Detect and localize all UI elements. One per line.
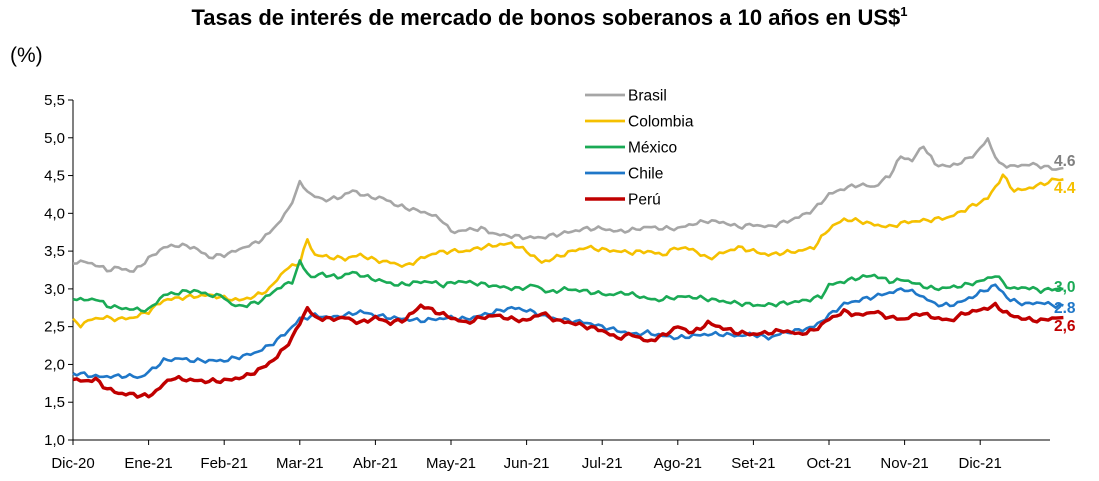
legend-label-peru: Perú [628,192,661,209]
x-tick-label: Ene-21 [124,455,172,472]
y-tick-label: 5,5 [44,92,65,109]
x-tick-label: Set-21 [731,455,775,472]
x-tick-label: Dic-21 [959,455,1002,472]
y-tick-label: 3,0 [44,281,65,298]
end-label-brasil: 4.6 [1054,153,1076,170]
chart-title-text: Tasas de interés de mercado de bonos sob… [191,5,901,30]
legend-label-colombia: Colombia [628,114,694,131]
end-label-mexico: 3,0 [1054,279,1076,296]
y-tick-label: 2,5 [44,319,65,336]
y-tick-label: 4,5 [44,168,65,185]
y-tick-label: 1,5 [44,394,65,411]
x-tick-label: Oct-21 [806,455,851,472]
end-labels: 4.6 4.4 3,0 2.82,6 [1054,153,1076,335]
y-tick-label: 3,5 [44,243,65,260]
legend-label-mexico: México [628,140,677,157]
y-axis-unit-label: (%) [10,44,43,67]
series-line-peru [72,301,1064,399]
x-tick-label: Ago-21 [654,455,702,472]
x-tick-label: Jun-21 [504,455,550,472]
legend: Brasil Colombia México Chile Perú [585,88,694,209]
x-tick-label: Abr-21 [353,455,398,472]
x-tick-label: Mar-21 [276,455,324,472]
end-label-chile: 2.8 [1054,300,1076,317]
y-tick-label: 2,0 [44,356,65,373]
y-tick-label: 1,0 [44,432,65,449]
x-tick-label: Feb-21 [200,455,248,472]
x-tick-label: Jul-21 [582,455,623,472]
end-label-colombia: 4.4 [1054,180,1076,197]
axes: 1,0 1,5 2,0 2,5 3,0 3,5 4,0 4,5 5,0 5,5 Dic-20 Ene-… [44,92,1050,472]
end-label-peru: 2,6 [1054,318,1076,335]
x-tick-label: May-21 [426,455,476,472]
legend-label-chile: Chile [628,166,663,183]
series-line-colombia [72,173,1064,329]
y-tick-label: 5,0 [44,130,65,147]
x-tick-label: Nov-21 [880,455,928,472]
series-line-brasil [72,137,1064,273]
series-line-mexico [72,259,1064,313]
chart-title: Tasas de interés de mercado de bonos sob… [0,4,1099,31]
x-tick-label: Dic-20 [51,455,94,472]
series-layer [72,137,1064,399]
legend-label-brasil: Brasil [628,88,667,105]
y-tick-label: 4,0 [44,205,65,222]
series-line-chile [72,283,1064,380]
chart-title-footnote: 1 [900,4,908,19]
